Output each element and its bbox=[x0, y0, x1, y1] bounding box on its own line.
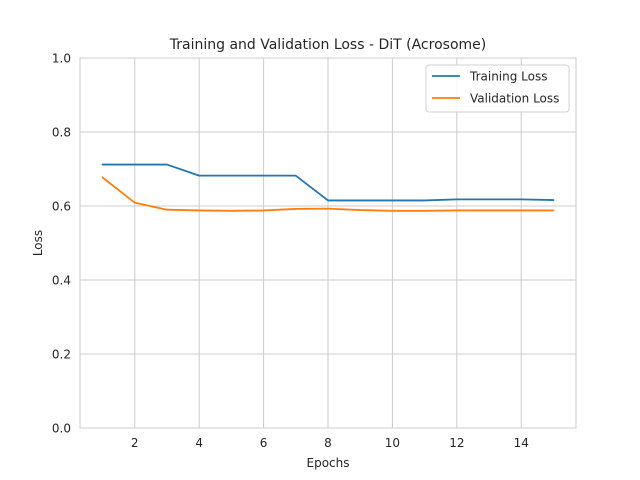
y-tick-label: 0.6 bbox=[52, 200, 71, 214]
legend-label-training-loss: Training Loss bbox=[469, 70, 547, 84]
grid bbox=[80, 57, 576, 429]
y-tick-label: 0.8 bbox=[52, 126, 71, 140]
x-tick-label: 12 bbox=[449, 436, 464, 450]
y-tick-label: 0.0 bbox=[52, 422, 71, 436]
legend-label-validation-loss: Validation Loss bbox=[470, 92, 559, 106]
chart-title: Training and Validation Loss - DiT (Acro… bbox=[169, 37, 486, 53]
y-axis-label: Loss bbox=[31, 230, 45, 256]
plot-frame bbox=[79, 57, 577, 429]
x-tick-label: 4 bbox=[195, 436, 203, 450]
legend: Training Loss Validation Loss bbox=[425, 64, 570, 113]
x-tick-label: 8 bbox=[324, 436, 332, 450]
y-tick-label: 0.4 bbox=[52, 274, 71, 288]
series-lines bbox=[101, 163, 555, 212]
training-loss-line bbox=[101, 163, 555, 202]
y-tick-label: 1.0 bbox=[52, 52, 71, 66]
validation-loss-line bbox=[101, 176, 555, 212]
x-tick-label: 6 bbox=[260, 436, 268, 450]
x-tick-label: 10 bbox=[385, 436, 400, 450]
legend-box bbox=[425, 64, 570, 113]
x-axis-label: Epochs bbox=[307, 456, 350, 470]
x-axis-ticks: 2 4 6 8 10 12 14 bbox=[131, 436, 529, 450]
x-tick-label: 2 bbox=[131, 436, 139, 450]
y-tick-label: 0.2 bbox=[52, 348, 71, 362]
x-tick-label: 14 bbox=[514, 436, 529, 450]
y-axis-ticks: 0.0 0.2 0.4 0.6 0.8 1.0 bbox=[52, 52, 71, 436]
